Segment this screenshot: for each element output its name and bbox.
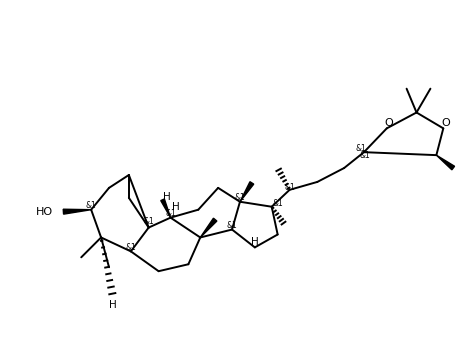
Text: &1: &1: [356, 144, 366, 153]
Text: H: H: [251, 237, 259, 247]
Text: &1: &1: [227, 221, 237, 230]
Text: H: H: [109, 300, 117, 310]
Text: &1: &1: [234, 193, 245, 202]
Polygon shape: [436, 155, 454, 170]
Text: O: O: [441, 118, 450, 128]
Text: HO: HO: [36, 207, 53, 217]
Text: H: H: [172, 202, 179, 212]
Text: &1: &1: [165, 209, 176, 218]
Polygon shape: [240, 182, 254, 202]
Text: &1: &1: [360, 151, 371, 160]
Text: O: O: [385, 118, 393, 128]
Text: H: H: [163, 192, 170, 202]
Polygon shape: [200, 218, 217, 237]
Text: &1: &1: [126, 243, 136, 252]
Text: &1: &1: [86, 201, 97, 210]
Polygon shape: [161, 199, 171, 218]
Text: &1: &1: [144, 217, 154, 226]
Text: &1: &1: [284, 184, 295, 193]
Text: &1: &1: [272, 199, 283, 208]
Polygon shape: [63, 209, 91, 214]
